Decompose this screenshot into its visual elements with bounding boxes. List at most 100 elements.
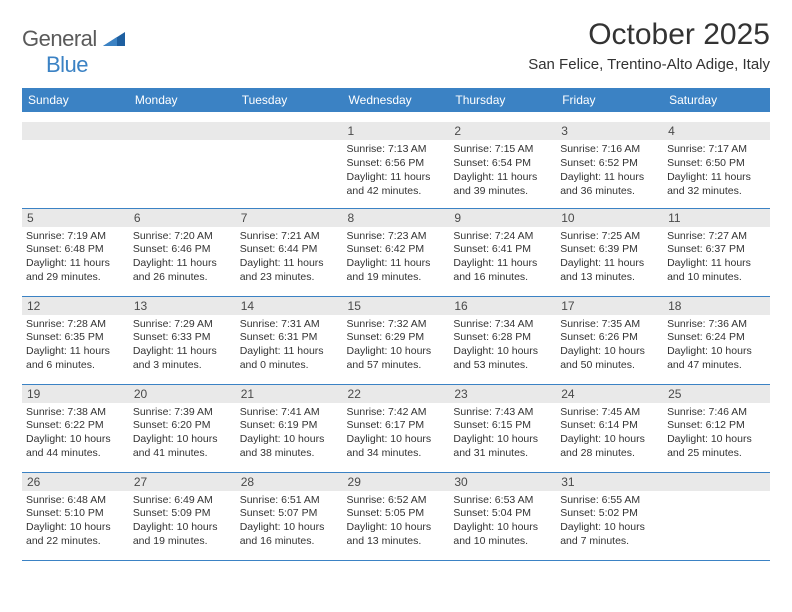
- day-number: 23: [449, 385, 556, 403]
- day-number: 17: [556, 297, 663, 315]
- daylight-text: Daylight: 11 hours and 39 minutes.: [453, 171, 552, 199]
- day-number: 31: [556, 473, 663, 491]
- day-info: Sunrise: 7:21 AMSunset: 6:44 PMDaylight:…: [240, 229, 339, 285]
- day-info: Sunrise: 7:29 AMSunset: 6:33 PMDaylight:…: [133, 317, 232, 373]
- day-cell: 8Sunrise: 7:23 AMSunset: 6:42 PMDaylight…: [343, 208, 450, 296]
- day-info: Sunrise: 7:43 AMSunset: 6:15 PMDaylight:…: [453, 405, 552, 461]
- daylight-text: Daylight: 11 hours and 10 minutes.: [667, 257, 766, 285]
- daylight-text: Daylight: 11 hours and 13 minutes.: [560, 257, 659, 285]
- sunrise-text: Sunrise: 7:43 AM: [453, 406, 552, 420]
- day-info: Sunrise: 6:53 AMSunset: 5:04 PMDaylight:…: [453, 493, 552, 549]
- day-number: 5: [22, 209, 129, 227]
- day-info: Sunrise: 6:49 AMSunset: 5:09 PMDaylight:…: [133, 493, 232, 549]
- sunrise-text: Sunrise: 7:13 AM: [347, 143, 446, 157]
- day-info: Sunrise: 6:48 AMSunset: 5:10 PMDaylight:…: [26, 493, 125, 549]
- day-cell: 25Sunrise: 7:46 AMSunset: 6:12 PMDayligh…: [663, 384, 770, 472]
- sunset-text: Sunset: 6:28 PM: [453, 331, 552, 345]
- sunrise-text: Sunrise: 6:48 AM: [26, 494, 125, 508]
- sunset-text: Sunset: 6:50 PM: [667, 157, 766, 171]
- day-number: 14: [236, 297, 343, 315]
- sunrise-text: Sunrise: 7:20 AM: [133, 230, 232, 244]
- daylight-text: Daylight: 10 hours and 57 minutes.: [347, 345, 446, 373]
- day-cell: 19Sunrise: 7:38 AMSunset: 6:22 PMDayligh…: [22, 384, 129, 472]
- day-number: 7: [236, 209, 343, 227]
- logo-triangle-icon: [103, 32, 125, 46]
- logo-word1: General: [22, 26, 97, 51]
- sunrise-text: Sunrise: 7:23 AM: [347, 230, 446, 244]
- calendar-weeks: 1Sunrise: 7:13 AMSunset: 6:56 PMDaylight…: [22, 122, 770, 561]
- month-title: October 2025: [528, 18, 770, 52]
- daylight-text: Daylight: 10 hours and 19 minutes.: [133, 521, 232, 549]
- sunrise-text: Sunrise: 7:28 AM: [26, 318, 125, 332]
- sunrise-text: Sunrise: 6:51 AM: [240, 494, 339, 508]
- sunrise-text: Sunrise: 7:41 AM: [240, 406, 339, 420]
- day-info: Sunrise: 7:35 AMSunset: 6:26 PMDaylight:…: [560, 317, 659, 373]
- day-header: Tuesday: [236, 88, 343, 112]
- day-info: Sunrise: 7:24 AMSunset: 6:41 PMDaylight:…: [453, 229, 552, 285]
- week-row: 19Sunrise: 7:38 AMSunset: 6:22 PMDayligh…: [22, 384, 770, 472]
- day-number: 11: [663, 209, 770, 227]
- calendar-table: Sunday Monday Tuesday Wednesday Thursday…: [22, 88, 770, 112]
- daylight-text: Daylight: 11 hours and 29 minutes.: [26, 257, 125, 285]
- day-cell: 14 Sunrise: 7:31 AMSunset: 6:31 PMDayligh…: [236, 296, 343, 384]
- sunrise-text: Sunrise: 7:45 AM: [560, 406, 659, 420]
- daylight-text: Daylight: 11 hours and 19 minutes.: [347, 257, 446, 285]
- daylight-text: Daylight: 10 hours and 41 minutes.: [133, 433, 232, 461]
- week-row: 12 Sunrise: 7:28 AMSunset: 6:35 PMDayligh…: [22, 296, 770, 384]
- day-cell: 28 Sunrise: 6:51 AMSunset: 5:07 PMDayligh…: [236, 472, 343, 560]
- day-info: Sunrise: 7:32 AMSunset: 6:29 PMDaylight:…: [347, 317, 446, 373]
- sunrise-text: Sunrise: 7:38 AM: [26, 406, 125, 420]
- sunset-text: Sunset: 6:48 PM: [26, 243, 125, 257]
- sunset-text: Sunset: 6:26 PM: [560, 331, 659, 345]
- day-info: Sunrise: 7:15 AMSunset: 6:54 PMDaylight:…: [453, 142, 552, 198]
- daylight-text: Daylight: 11 hours and 32 minutes.: [667, 171, 766, 199]
- day-number: 3: [556, 122, 663, 140]
- day-cell: 5Sunrise: 7:19 AMSunset: 6:48 PMDaylight…: [22, 208, 129, 296]
- sunset-text: Sunset: 5:04 PM: [453, 507, 552, 521]
- week-row: 5Sunrise: 7:19 AMSunset: 6:48 PMDaylight…: [22, 208, 770, 296]
- day-number: 10: [556, 209, 663, 227]
- daylight-text: Daylight: 10 hours and 50 minutes.: [560, 345, 659, 373]
- header: General Blue October 2025 San Felice, Tr…: [22, 18, 770, 78]
- day-info: Sunrise: 7:28 AMSunset: 6:35 PMDaylight:…: [26, 317, 125, 373]
- day-cell: 15Sunrise: 7:32 AMSunset: 6:29 PMDayligh…: [343, 296, 450, 384]
- sunset-text: Sunset: 6:46 PM: [133, 243, 232, 257]
- day-cell: 9Sunrise: 7:24 AMSunset: 6:41 PMDaylight…: [449, 208, 556, 296]
- day-number: 12: [22, 297, 129, 315]
- daylight-text: Daylight: 10 hours and 10 minutes.: [453, 521, 552, 549]
- sunrise-text: Sunrise: 6:53 AM: [453, 494, 552, 508]
- day-cell: 21Sunrise: 7:41 AMSunset: 6:19 PMDayligh…: [236, 384, 343, 472]
- day-cell: 6Sunrise: 7:20 AMSunset: 6:46 PMDaylight…: [129, 208, 236, 296]
- day-info: Sunrise: 7:38 AMSunset: 6:22 PMDaylight:…: [26, 405, 125, 461]
- sunset-text: Sunset: 5:07 PM: [240, 507, 339, 521]
- sunrise-text: Sunrise: 7:16 AM: [560, 143, 659, 157]
- daylight-text: Daylight: 11 hours and 36 minutes.: [560, 171, 659, 199]
- day-info: Sunrise: 7:39 AMSunset: 6:20 PMDaylight:…: [133, 405, 232, 461]
- sunset-text: Sunset: 6:24 PM: [667, 331, 766, 345]
- day-header: Friday: [556, 88, 663, 112]
- day-cell: 29Sunrise: 6:52 AMSunset: 5:05 PMDayligh…: [343, 472, 450, 560]
- sunset-text: Sunset: 6:54 PM: [453, 157, 552, 171]
- daylight-text: Daylight: 10 hours and 31 minutes.: [453, 433, 552, 461]
- day-cell: 30Sunrise: 6:53 AMSunset: 5:04 PMDayligh…: [449, 472, 556, 560]
- week-row: 26Sunrise: 6:48 AMSunset: 5:10 PMDayligh…: [22, 472, 770, 560]
- day-info: Sunrise: 7:31 AMSunset: 6:31 PMDaylight:…: [240, 317, 339, 373]
- logo-word2: Blue: [22, 52, 88, 77]
- sunset-text: Sunset: 6:15 PM: [453, 419, 552, 433]
- day-number: 28: [236, 473, 343, 491]
- day-header-row: Sunday Monday Tuesday Wednesday Thursday…: [22, 88, 770, 112]
- sunrise-text: Sunrise: 7:17 AM: [667, 143, 766, 157]
- daylight-text: Daylight: 11 hours and 6 minutes.: [26, 345, 125, 373]
- logo-text-block: General Blue: [22, 26, 125, 78]
- daylight-text: Daylight: 11 hours and 26 minutes.: [133, 257, 232, 285]
- day-number-empty: [236, 122, 343, 140]
- daylight-text: Daylight: 10 hours and 16 minutes.: [240, 521, 339, 549]
- day-number: 18: [663, 297, 770, 315]
- day-info: Sunrise: 7:27 AMSunset: 6:37 PMDaylight:…: [667, 229, 766, 285]
- day-info: Sunrise: 7:13 AMSunset: 6:56 PMDaylight:…: [347, 142, 446, 198]
- day-info: Sunrise: 7:25 AMSunset: 6:39 PMDaylight:…: [560, 229, 659, 285]
- day-cell: [22, 122, 129, 208]
- sunrise-text: Sunrise: 7:24 AM: [453, 230, 552, 244]
- day-cell: 1Sunrise: 7:13 AMSunset: 6:56 PMDaylight…: [343, 122, 450, 208]
- day-number: 2: [449, 122, 556, 140]
